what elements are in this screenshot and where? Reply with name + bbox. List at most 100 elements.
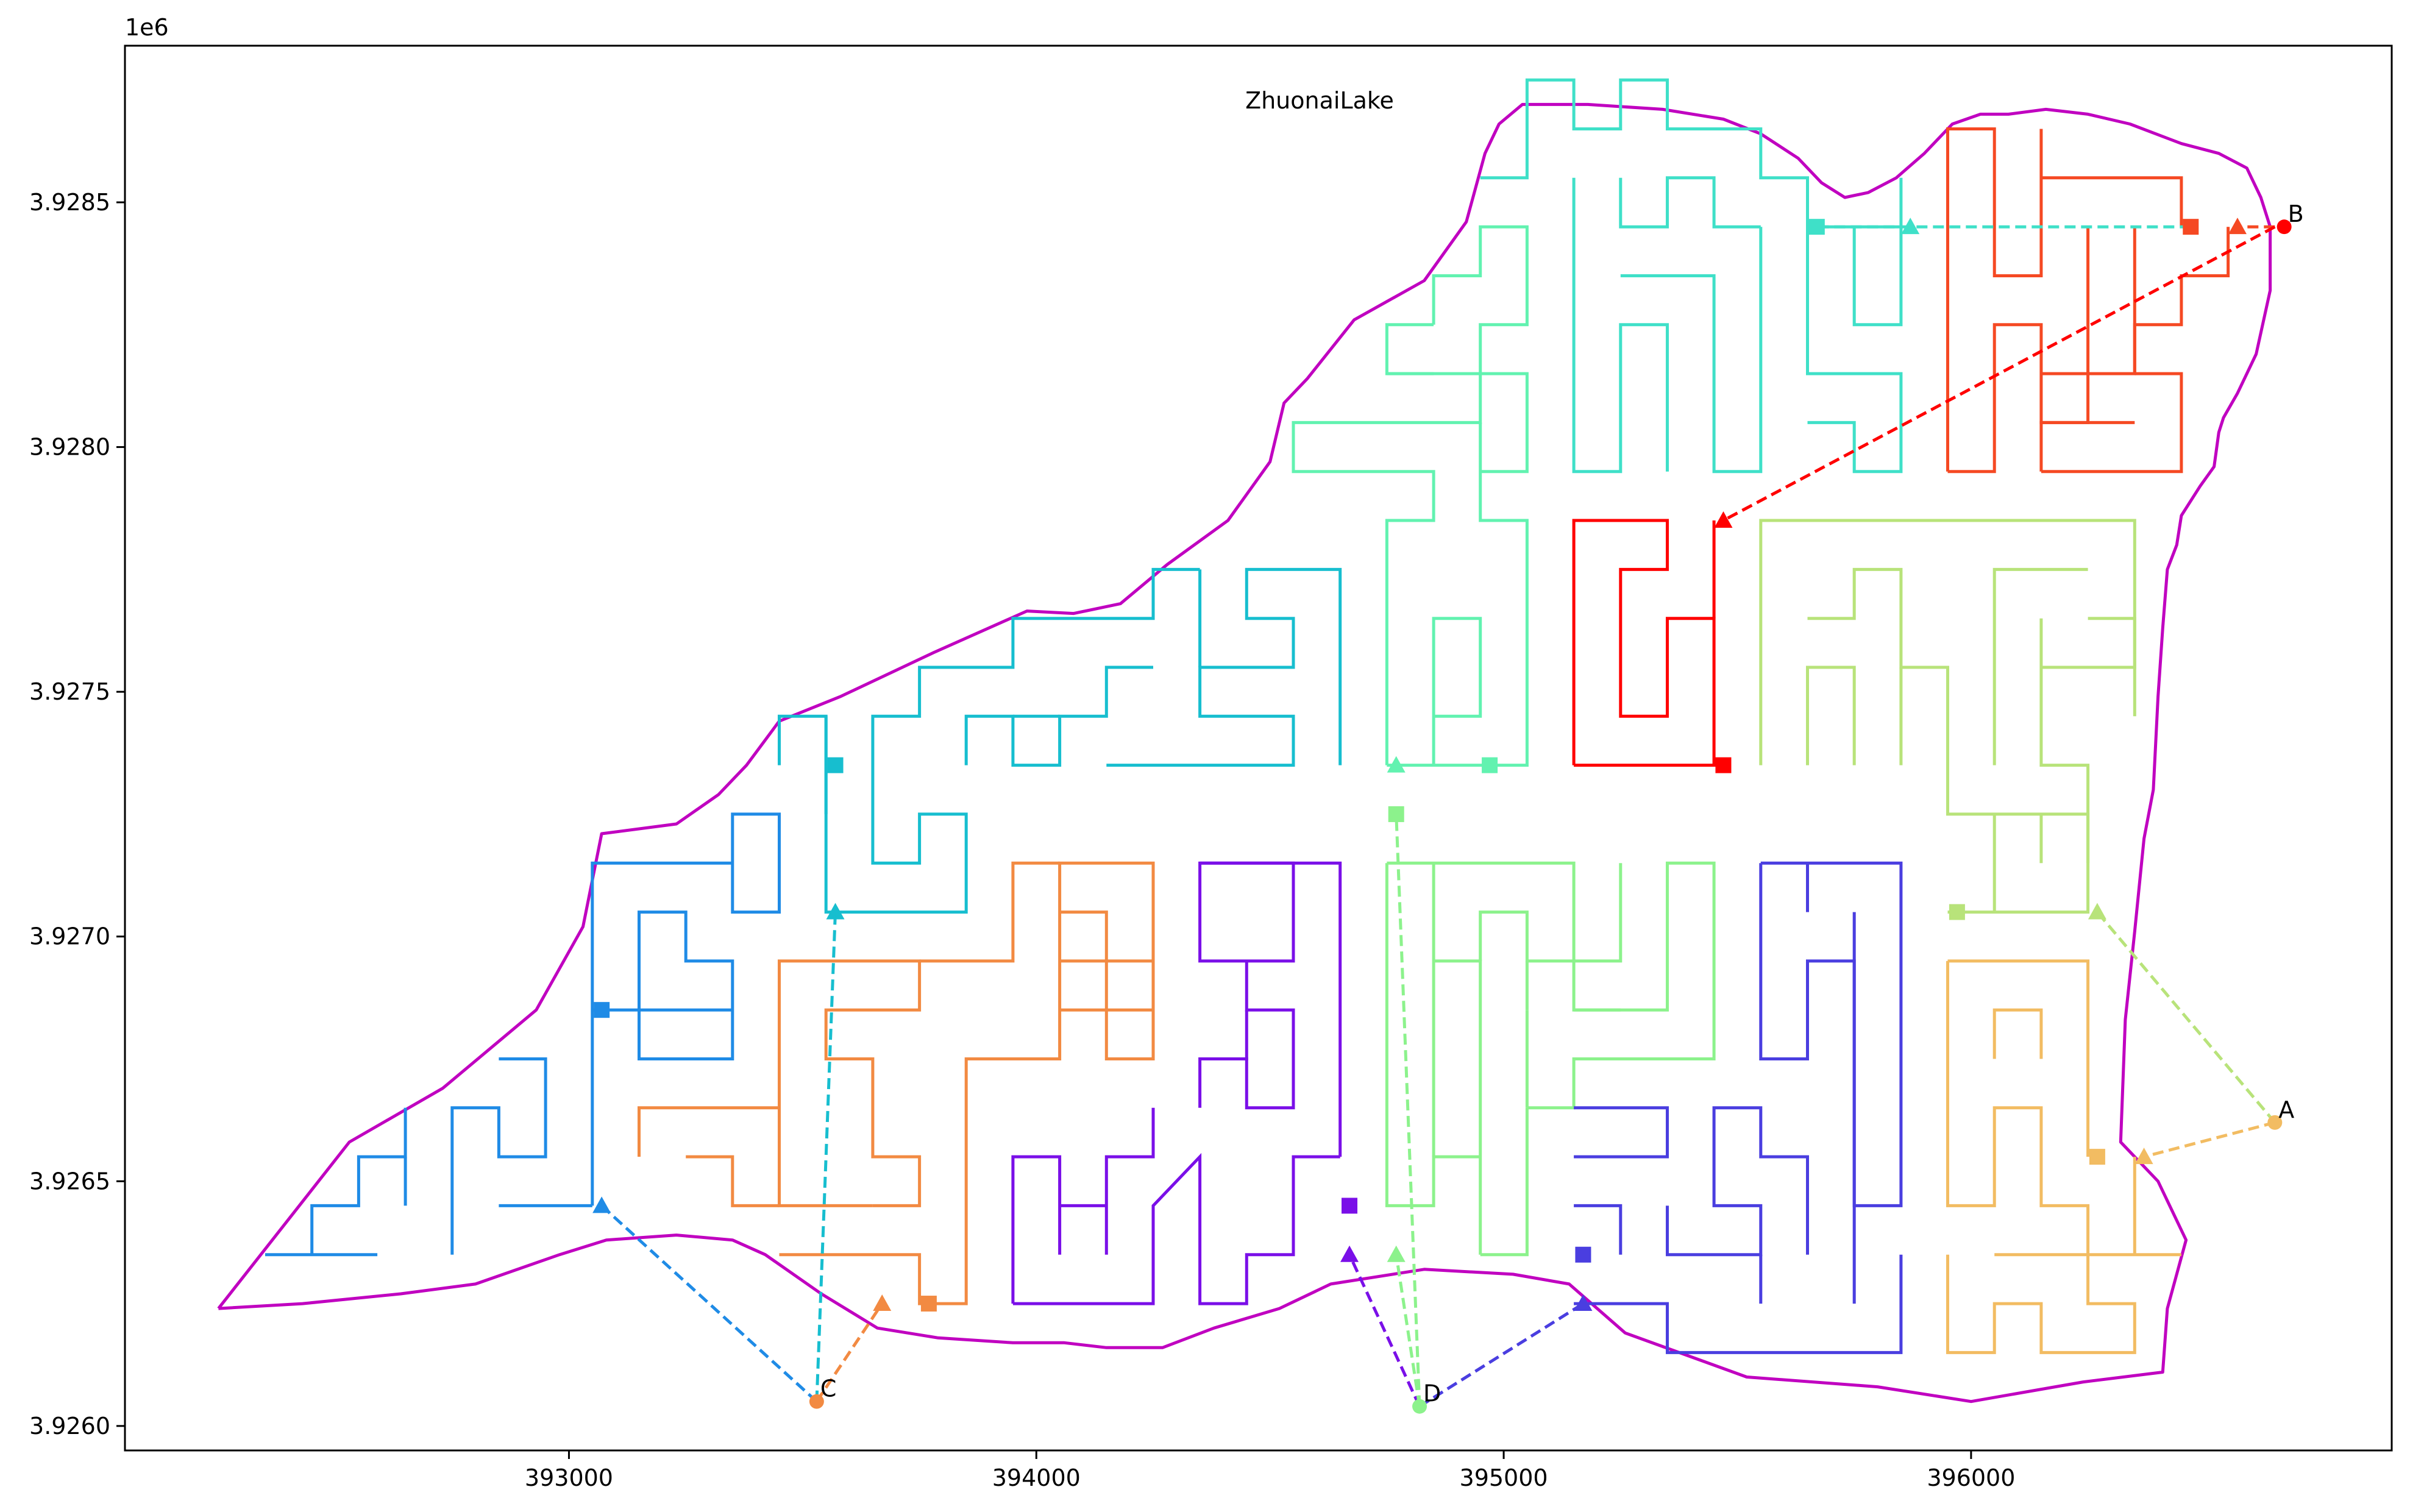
end-square-marker-2 [920, 1296, 937, 1312]
route-6-segment-1 [1947, 323, 2090, 474]
start-triangle-marker-8 [2135, 1148, 2153, 1165]
end-square-marker-7 [1949, 904, 1965, 920]
start-triangle-marker-9 [1901, 218, 1920, 235]
depot-layer: A B C D [809, 201, 2304, 1414]
y-offset-label: 1e6 [125, 14, 169, 41]
route-4-segment-2 [1387, 422, 1529, 767]
coverage-paths-layer [265, 78, 2230, 1354]
route-8-segment-5 [2039, 618, 2090, 864]
route-2-segment-1 [686, 1155, 780, 1207]
route-0-segment-6 [592, 910, 734, 1060]
y-tick-label-2: 3.9270 [29, 923, 110, 950]
route-5-segment-0 [1480, 78, 1903, 229]
x-tick-label-1: 394000 [992, 1464, 1081, 1491]
route-8-segment-1 [1806, 665, 1856, 765]
route-6-segment-0 [1946, 127, 2043, 472]
connector-line-2 [815, 1302, 884, 1403]
connector-line-5 [1395, 814, 1421, 1407]
start-triangle-marker-4 [1387, 1245, 1406, 1262]
axes-layer: 393000 394000 395000 396000 3.9260 3.9265 3.92… [29, 44, 2393, 1491]
end-square-marker-4 [1388, 806, 1404, 822]
route-6-segment-6 [2039, 421, 2135, 472]
route-9-segment-2 [1387, 861, 1716, 1110]
y-tick-label-5: 3.9285 [29, 189, 110, 216]
start-triangle-marker-2 [873, 1294, 892, 1311]
route-8-segment-4 [1992, 567, 2088, 765]
y-tick-label-3: 3.9275 [29, 678, 110, 705]
connector-line-7 [2095, 910, 2277, 1124]
start-triangle-marker-6 [1574, 1294, 1593, 1311]
route-10-segment-6 [1574, 1254, 1903, 1354]
route-11-segment-1 [1946, 960, 2090, 1255]
x-tick-label-0: 393000 [525, 1464, 613, 1491]
y-tick-label-0: 3.9260 [29, 1413, 110, 1439]
route-9-segment-7 [1480, 1107, 1529, 1257]
y-tick-label-4: 3.9280 [29, 434, 110, 461]
route-5-segment-3 [1619, 176, 1761, 229]
depot-A-label: A [2278, 1096, 2294, 1123]
lake-boundary-line [217, 102, 2272, 1404]
start-triangle-marker-10 [2228, 218, 2247, 235]
depot-B-label: B [2288, 201, 2304, 227]
connector-lines-layer [600, 225, 2277, 1408]
y-tick-label-1: 3.9265 [29, 1168, 110, 1194]
route-8-segment-2 [1807, 567, 2090, 914]
connector-line-10 [1722, 225, 2276, 522]
connector-line-4 [1395, 1254, 1421, 1407]
x-tick-label-2: 395000 [1460, 1464, 1548, 1491]
end-square-marker-8 [2089, 1149, 2105, 1165]
end-square-marker-10 [2183, 219, 2199, 235]
route-10-segment-5 [1666, 1106, 1809, 1257]
route-9-segment-0 [1385, 863, 1480, 1207]
route-5-segment-4 [1806, 227, 1903, 474]
start-triangle-marker-7 [2088, 903, 2106, 920]
route-5-segment-5 [1852, 227, 1903, 327]
route-6-segment-2 [2041, 176, 2183, 227]
chart-title: ZhuonaiLake [1245, 87, 1394, 114]
start-triangle-marker-11 [1714, 511, 1733, 528]
depot-A-marker [2267, 1115, 2283, 1130]
start-triangle-marker-5 [1387, 756, 1406, 773]
route-0-segment-3 [450, 1057, 547, 1255]
route-9-segment-8 [1434, 959, 1482, 1255]
connector-line-8 [2143, 1121, 2275, 1159]
end-square-marker-9 [1808, 219, 1825, 235]
lake-boundary-layer [217, 102, 2272, 1404]
start-triangle-marker-1 [826, 903, 845, 920]
route-3-segment-5 [1198, 861, 1295, 1110]
depot-C-label: C [820, 1375, 837, 1402]
route-10-segment-3 [1574, 1106, 1669, 1159]
depot-D-label: D [1423, 1380, 1441, 1407]
route-4-segment-0 [1292, 372, 1482, 765]
route-6-segment-5 [2041, 372, 2183, 474]
end-square-marker-0 [594, 1002, 610, 1018]
route-11-segment-3 [1946, 1254, 2136, 1354]
end-square-marker-11 [1715, 757, 1732, 773]
markers-layer [592, 218, 2247, 1312]
route-4-segment-1 [1432, 617, 1482, 765]
start-triangle-marker-0 [592, 1196, 611, 1213]
route-0-segment-1 [310, 1107, 407, 1255]
route-10-segment-4 [1574, 1204, 1623, 1255]
route-4-segment-4 [1385, 323, 1434, 375]
start-triangle-marker-3 [1340, 1245, 1359, 1262]
route-2-segment-3 [778, 959, 922, 1207]
route-11-segment-2 [1992, 1008, 2043, 1059]
end-square-marker-5 [1482, 757, 1498, 773]
end-square-marker-6 [1575, 1246, 1591, 1263]
end-square-marker-1 [827, 757, 844, 773]
route-2-segment-5 [1059, 910, 1155, 1012]
route-3-segment-1 [1012, 1152, 1340, 1305]
depot-D-marker [1412, 1399, 1427, 1414]
route-1-segment-4 [1106, 567, 1342, 767]
route-9-segment-3 [1479, 863, 1623, 963]
x-tick-label-3: 396000 [1927, 1464, 2015, 1491]
depot-B-marker [2277, 219, 2292, 235]
route-11-segment-0 [1947, 959, 2090, 1157]
route-1-segment-2 [964, 665, 1153, 767]
route-5-segment-2 [1620, 227, 1763, 474]
route-1-segment-1 [824, 567, 1200, 914]
route-7-segment-0 [1572, 519, 1716, 767]
route-6-segment-3 [2086, 227, 2230, 375]
